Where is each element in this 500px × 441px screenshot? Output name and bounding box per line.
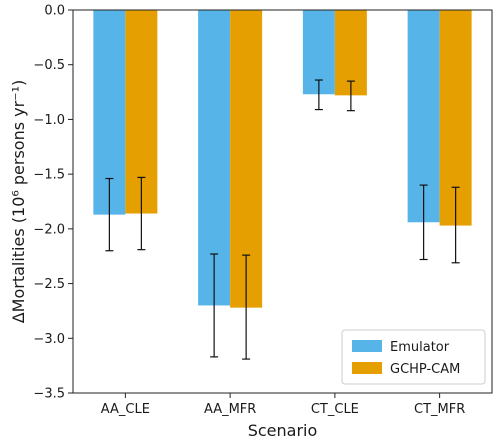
y-axis-label: ΔMortalities (10⁶ persons yr⁻¹) <box>9 80 28 324</box>
y-tick-label: −0.5 <box>33 58 65 73</box>
y-tick-label: −1.0 <box>33 113 65 128</box>
legend-swatch-GCHP-CAM <box>352 362 382 374</box>
y-tick-label: −2.5 <box>33 277 65 292</box>
y-tick-label: −3.0 <box>33 332 65 347</box>
x-tick-label: CT_CLE <box>311 402 359 417</box>
y-axis: 0.0 −0.5 −1.0 −1.5 −2.0 −2.5 −3.0 −3.5 <box>33 4 73 402</box>
y-tick-label: −1.5 <box>33 168 65 183</box>
legend-swatch-Emulator <box>352 340 382 352</box>
y-tick-label: 0.0 <box>44 4 65 19</box>
x-axis-label: Scenario <box>248 421 318 440</box>
x-tick-label: AA_CLE <box>101 402 150 417</box>
errorbars-layer <box>105 79 460 360</box>
legend-label-Emulator: Emulator <box>390 340 450 355</box>
x-tick-label: AA_MFR <box>204 402 256 417</box>
legend: Emulator GCHP-CAM <box>341 329 486 385</box>
x-tick-label: CT_MFR <box>414 402 465 417</box>
x-axis: AA_CLE AA_MFR CT_CLE CT_MFR <box>101 393 465 417</box>
plot-area-frame <box>72 9 493 394</box>
y-tick-label: −2.0 <box>33 222 65 237</box>
y-tick-label: −3.5 <box>33 387 65 402</box>
legend-label-GCHP-CAM: GCHP-CAM <box>390 362 460 377</box>
bars-layer <box>93 10 472 308</box>
